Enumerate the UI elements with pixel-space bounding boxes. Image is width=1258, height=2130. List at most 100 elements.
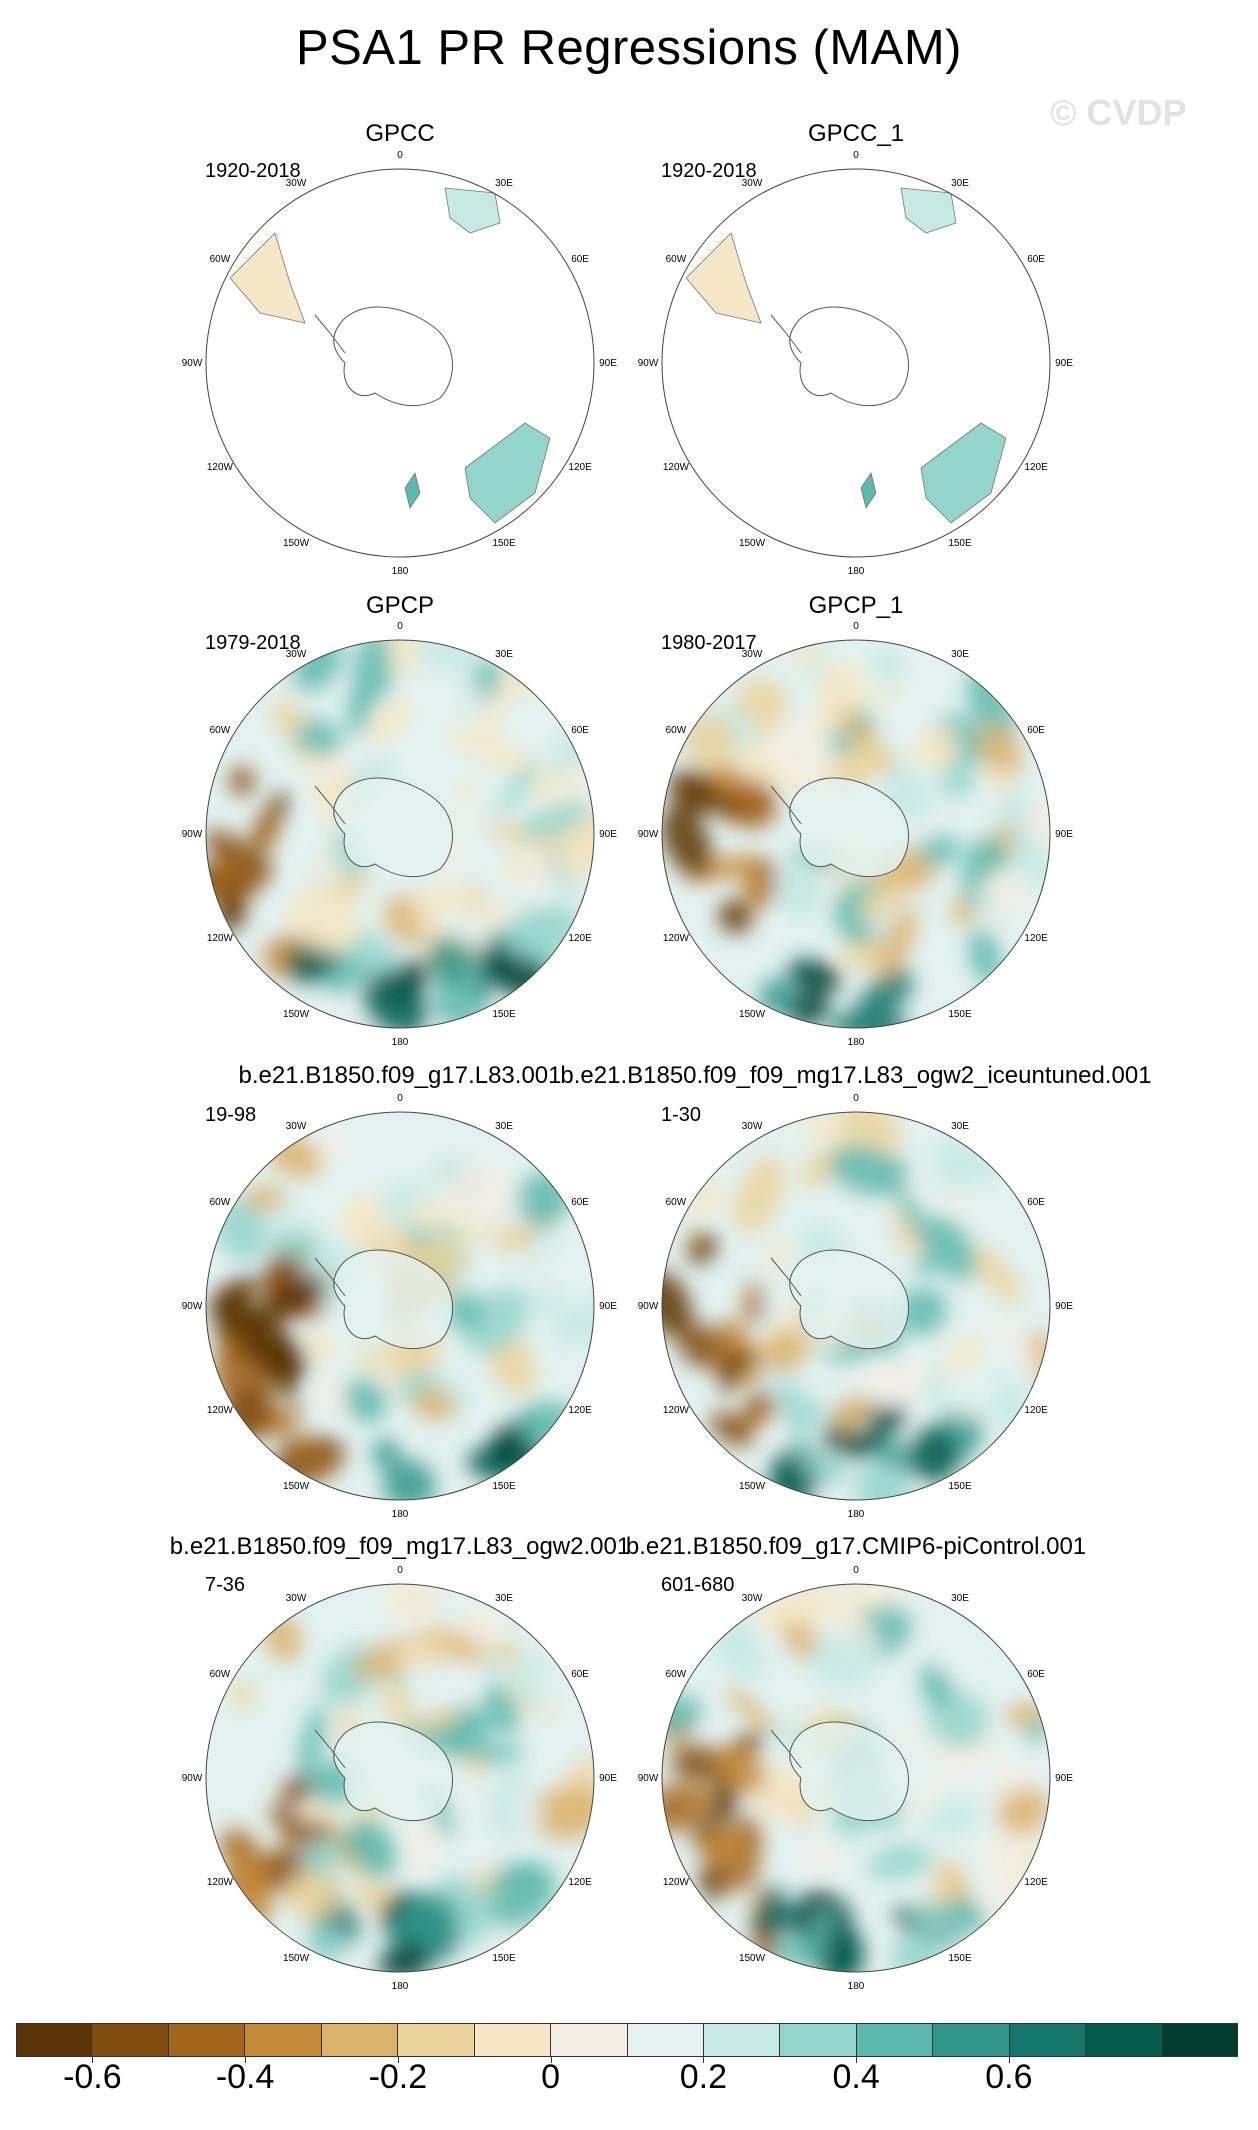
field-blob — [562, 815, 594, 879]
field-blob — [406, 1201, 451, 1232]
field-blob — [894, 1725, 918, 1748]
field-blob — [435, 679, 487, 733]
panel-period: 1920-2018 — [205, 160, 301, 182]
field-blob — [257, 1276, 329, 1324]
polar-map: 0 30E 60E 90E 120E 150E 180 150W 120W 90W 60W 30W — [182, 1093, 618, 1520]
field-blob — [464, 781, 514, 818]
longitude-label: 120E — [1024, 1405, 1048, 1416]
field-blob — [231, 1348, 260, 1377]
field-blob — [987, 873, 1032, 909]
longitude-label: 60W — [210, 1669, 231, 1680]
field-blob — [228, 1682, 257, 1707]
longitude-label: 30W — [742, 1121, 763, 1132]
longitude-label: 180 — [392, 1981, 409, 1992]
field-blob — [440, 1162, 513, 1220]
field-blob — [858, 882, 910, 918]
field-blob — [368, 720, 398, 745]
field-blob — [854, 1404, 907, 1460]
field-blob — [389, 1588, 441, 1613]
land-field — [860, 472, 877, 509]
field-blob — [829, 1145, 903, 1198]
longitude-label: 120W — [207, 462, 234, 473]
longitude-label: 60W — [666, 725, 687, 736]
field-blob — [696, 1827, 744, 1863]
longitude-label: 120W — [207, 1877, 234, 1888]
polar-map: 0 30E 60E 90E 120E 150E 180 150W 120W 90W 60W 30W — [638, 621, 1074, 1048]
longitude-label: 120E — [568, 933, 592, 944]
longitude-label: 120W — [663, 1405, 690, 1416]
panel-title: b.e21.B1850.f09_f09_mg17.L83_ogw2_iceunt… — [560, 1062, 1152, 1089]
map-boundary — [661, 639, 1051, 1029]
colorbar-tick — [703, 2057, 705, 2063]
land-field — [900, 187, 957, 234]
longitude-label: 180 — [392, 1037, 409, 1048]
longitude-label: 150W — [739, 538, 766, 549]
field-blob — [896, 1174, 952, 1199]
longitude-label: 30W — [286, 1121, 307, 1132]
field-blob — [272, 699, 305, 739]
antarctica-outline — [789, 306, 909, 407]
map-boundary — [661, 1111, 1051, 1501]
field-blob — [987, 767, 1017, 798]
field-blob — [914, 1254, 937, 1275]
field-blob — [800, 1906, 835, 1970]
polar-map: 0 30E 60E 90E 120E 150E 180 150W 120W 90W 60W 30W — [638, 1093, 1074, 1520]
peninsula-outline — [314, 1257, 346, 1297]
field-blob — [408, 1814, 438, 1872]
longitude-label: 30W — [742, 178, 763, 189]
peninsula-outline — [770, 1257, 802, 1297]
field-blob — [519, 801, 592, 839]
longitude-label: 30E — [951, 1593, 969, 1604]
field-blob — [428, 935, 477, 987]
field-blob — [934, 1134, 974, 1190]
longitude-label: 120E — [568, 1877, 592, 1888]
polar-map: 0 30E 60E 90E 120E 150E 180 150W 120W 90W 60W 30W — [182, 621, 618, 1048]
panel-period: 1980-2017 — [661, 632, 757, 654]
longitude-label: 120E — [1024, 933, 1048, 944]
field-blob — [401, 1891, 461, 1952]
antarctica-outline — [789, 1721, 909, 1822]
colorbar-label: 0 — [541, 2058, 561, 2096]
longitude-label: 0 — [397, 1093, 403, 1104]
longitude-label: 30E — [495, 178, 513, 189]
field-blob — [802, 1112, 840, 1144]
longitude-label: 120W — [663, 462, 690, 473]
field-blob — [293, 1803, 342, 1825]
field-blob — [798, 1376, 829, 1403]
field-blob — [286, 889, 361, 954]
field-blob — [445, 1291, 485, 1331]
longitude-label: 180 — [848, 1037, 865, 1048]
field-blob — [411, 1387, 456, 1421]
longitude-label: 90W — [638, 1773, 659, 1784]
longitude-label: 0 — [397, 150, 403, 161]
colorbar-swatch — [780, 2023, 857, 2057]
field-blob — [386, 640, 422, 677]
colorbar-label: 0.4 — [832, 2058, 880, 2096]
longitude-label: 30W — [286, 1593, 307, 1604]
field-blob — [662, 806, 713, 877]
field-blob — [815, 1453, 848, 1486]
field-blob — [503, 853, 534, 883]
land-field — [444, 187, 501, 234]
field-blob — [773, 1682, 815, 1724]
field-blob — [662, 1270, 692, 1336]
colorbar-tick — [245, 2057, 247, 2063]
longitude-label: 0 — [397, 1565, 403, 1576]
field-blob — [313, 1377, 357, 1419]
land-field — [920, 422, 1007, 524]
field-blob — [552, 1296, 594, 1348]
field-blob — [492, 758, 540, 815]
peninsula-outline — [770, 785, 802, 825]
longitude-label: 120E — [1024, 1877, 1048, 1888]
longitude-label: 120E — [568, 1405, 592, 1416]
longitude-label: 30E — [951, 178, 969, 189]
longitude-label: 150E — [492, 538, 516, 549]
longitude-label: 120W — [663, 933, 690, 944]
field-blob — [912, 1822, 945, 1861]
longitude-label: 90E — [1055, 1773, 1073, 1784]
field-blob — [769, 717, 833, 793]
panel-title: b.e21.B1850.f09_f09_mg17.L83_ogw2.001 — [169, 1533, 631, 1560]
colorbar-swatch — [856, 2023, 934, 2057]
colorbar-label: -0.2 — [368, 2058, 428, 2096]
colorbar-swatch — [245, 2023, 322, 2057]
